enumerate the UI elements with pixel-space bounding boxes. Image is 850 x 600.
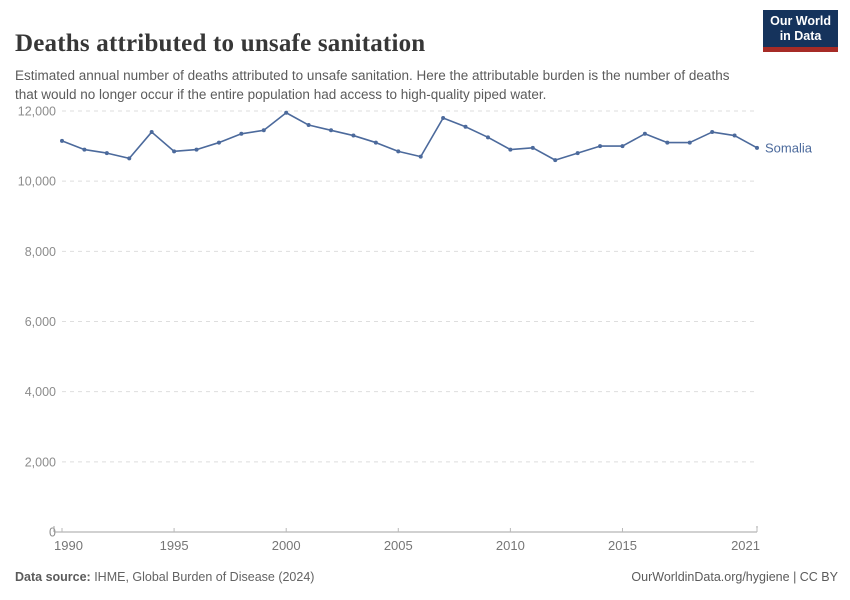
owid-logo-line2: in Data bbox=[779, 29, 822, 43]
data-point-2001[interactable] bbox=[306, 123, 311, 128]
data-point-1990[interactable] bbox=[60, 138, 64, 143]
x-tick-label: 2021 bbox=[731, 538, 760, 553]
data-point-2005[interactable] bbox=[396, 149, 401, 154]
data-point-2017[interactable] bbox=[665, 140, 670, 145]
data-point-2018[interactable] bbox=[687, 140, 692, 145]
data-point-2013[interactable] bbox=[575, 151, 580, 156]
data-source: Data source: IHME, Global Burden of Dise… bbox=[15, 570, 314, 584]
series-line-somalia[interactable] bbox=[61, 111, 758, 161]
chart-subtitle: Estimated annual number of deaths attrib… bbox=[15, 67, 730, 103]
data-source-label: Data source: bbox=[15, 570, 91, 584]
data-point-2011[interactable] bbox=[530, 145, 535, 150]
data-point-2008[interactable] bbox=[463, 124, 468, 129]
y-tick-label: 2,000 bbox=[25, 455, 56, 469]
y-tick-label: 0 bbox=[49, 526, 56, 540]
license-link[interactable]: OurWorldinData.org/hygiene | CC BY bbox=[631, 570, 838, 584]
data-point-2002[interactable] bbox=[329, 128, 334, 133]
data-point-2007[interactable] bbox=[441, 116, 446, 121]
data-point-1994[interactable] bbox=[149, 130, 154, 135]
x-tick-label: 1995 bbox=[160, 538, 189, 553]
data-point-1993[interactable] bbox=[127, 156, 132, 161]
x-tick-label: 2010 bbox=[496, 538, 525, 553]
chart-footer: Data source: IHME, Global Burden of Dise… bbox=[15, 567, 838, 587]
y-tick-label: 8,000 bbox=[25, 245, 56, 259]
series-label-somalia[interactable]: Somalia bbox=[765, 140, 813, 155]
data-point-1995[interactable] bbox=[172, 149, 177, 154]
data-point-2019[interactable] bbox=[710, 130, 715, 135]
data-point-2009[interactable] bbox=[485, 135, 490, 140]
data-source-value: IHME, Global Burden of Disease (2024) bbox=[90, 570, 315, 584]
y-tick-label: 4,000 bbox=[25, 385, 56, 399]
data-point-2004[interactable] bbox=[373, 140, 378, 145]
data-point-2006[interactable] bbox=[418, 154, 423, 159]
y-tick-label: 12,000 bbox=[18, 105, 56, 119]
data-point-2016[interactable] bbox=[642, 131, 647, 136]
data-point-1992[interactable] bbox=[104, 151, 109, 156]
x-tick-label: 2005 bbox=[384, 538, 413, 553]
y-tick-label: 10,000 bbox=[18, 175, 56, 189]
x-tick-label: 2015 bbox=[608, 538, 637, 553]
data-point-2012[interactable] bbox=[553, 158, 558, 163]
data-point-2021[interactable] bbox=[755, 145, 759, 150]
data-point-1999[interactable] bbox=[261, 128, 266, 133]
y-tick-label: 6,000 bbox=[25, 315, 56, 329]
data-point-2015[interactable] bbox=[620, 144, 625, 149]
data-point-2014[interactable] bbox=[598, 144, 603, 149]
data-point-2010[interactable] bbox=[508, 147, 513, 152]
data-point-1998[interactable] bbox=[239, 131, 244, 136]
data-point-1997[interactable] bbox=[216, 140, 221, 145]
data-point-1996[interactable] bbox=[194, 147, 199, 152]
x-tick-label: 1990 bbox=[54, 538, 83, 553]
data-point-2020[interactable] bbox=[732, 133, 737, 138]
data-point-2000[interactable] bbox=[284, 110, 289, 115]
x-tick-label: 2000 bbox=[272, 538, 301, 553]
page-title: Deaths attributed to unsafe sanitation bbox=[15, 29, 426, 57]
owid-logo-line1: Our World bbox=[770, 14, 831, 28]
data-point-1991[interactable] bbox=[82, 147, 87, 152]
data-point-2003[interactable] bbox=[351, 133, 356, 138]
owid-logo[interactable]: Our World in Data bbox=[763, 10, 838, 52]
